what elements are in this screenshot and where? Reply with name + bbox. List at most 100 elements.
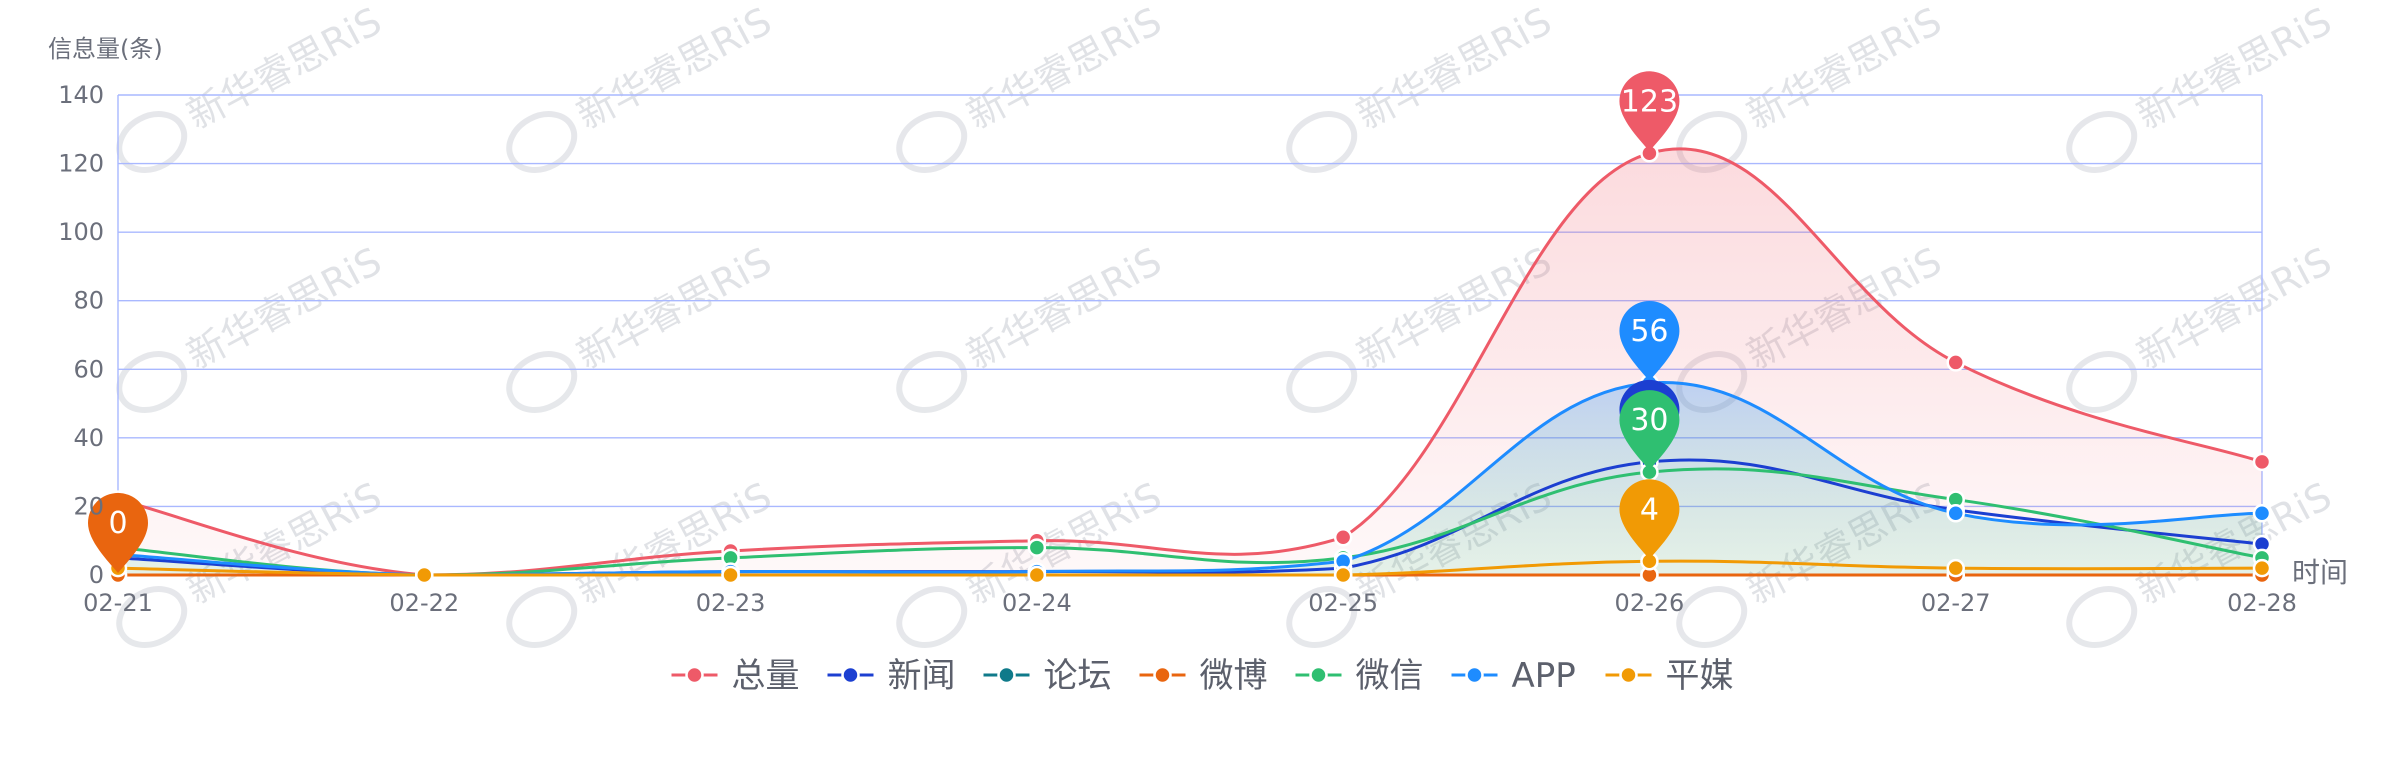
- watermark-logo: [506, 351, 578, 414]
- legend-label: APP: [1512, 656, 1576, 696]
- pin-label: 0: [108, 506, 127, 541]
- data-point: [2252, 558, 2272, 578]
- data-point: [1946, 558, 1965, 578]
- watermark-text: 新华睿思RiS: [180, 0, 389, 138]
- pin-shape: [1619, 71, 1680, 152]
- legend-item[interactable]: 总量: [671, 656, 800, 696]
- watermark: 新华睿思RiS: [116, 239, 389, 414]
- watermark: 新华睿思RiS: [2066, 0, 2339, 174]
- watermark: 新华睿思RiS: [896, 0, 1169, 174]
- x-tick-label: 02-24: [1002, 589, 1072, 617]
- y-tick-label: 140: [58, 81, 104, 109]
- data-point: [1333, 528, 1353, 547]
- pin-shape: [1619, 301, 1680, 381]
- watermark: 新华睿思RiS: [896, 239, 1169, 414]
- y-tick-label: 20: [73, 492, 104, 520]
- y-tick-label: 100: [58, 218, 104, 246]
- watermark: 新华睿思RiS: [1286, 0, 1559, 174]
- x-tick-label: 02-23: [696, 589, 766, 617]
- legend-marker: [1309, 665, 1328, 685]
- legend-marker: [1465, 665, 1484, 685]
- legend-marker: [1153, 665, 1172, 685]
- pin-label: 30: [1630, 403, 1668, 438]
- watermark-logo: [1286, 586, 1358, 649]
- y-tick-label: 60: [73, 355, 104, 383]
- watermark-logo: [1676, 586, 1748, 649]
- watermark-text: 新华睿思RiS: [1350, 0, 1559, 138]
- series-area: [118, 382, 2262, 575]
- legend-label: 新闻: [888, 656, 956, 696]
- legend-item[interactable]: APP: [1451, 656, 1576, 696]
- data-point: [1027, 538, 1047, 557]
- max-value-pin: 0: [88, 493, 148, 573]
- legend[interactable]: 总量 新闻 论坛 微博 微信 APP 平媒: [671, 656, 1734, 696]
- y-tick-label: 0: [89, 561, 104, 589]
- watermark-logo: [506, 586, 578, 649]
- legend-item[interactable]: 平媒: [1605, 656, 1734, 696]
- legend-item[interactable]: 论坛: [983, 656, 1112, 696]
- legend-label: 微博: [1200, 656, 1268, 696]
- watermark-logo: [2066, 586, 2138, 649]
- watermark-logo: [116, 586, 188, 649]
- pin-label: 4: [1640, 492, 1659, 527]
- watermark-text: 新华睿思RiS: [2130, 239, 2339, 378]
- max-value-pin: 4: [1619, 479, 1680, 560]
- legend-marker: [685, 665, 704, 685]
- watermark-text: 新华睿思RiS: [960, 239, 1169, 378]
- watermark-text: 新华睿思RiS: [1740, 0, 1949, 138]
- series-line: [117, 559, 2263, 577]
- legend-item[interactable]: 微信: [1295, 656, 1424, 696]
- watermark-logo: [896, 351, 968, 414]
- watermark-logo: [2066, 351, 2138, 414]
- legend-marker: [1619, 665, 1638, 685]
- watermark-text: 新华睿思RiS: [570, 0, 779, 138]
- watermark-text: 新华睿思RiS: [570, 239, 779, 378]
- max-value-pin: 30: [1619, 390, 1680, 471]
- max-marker-layer: 12356333040: [88, 71, 1680, 573]
- data-point: [1333, 565, 1353, 585]
- watermark: 新华睿思RiS: [506, 239, 779, 414]
- x-tick-label: 02-28: [2227, 589, 2297, 617]
- y-tick-label: 40: [73, 424, 104, 452]
- x-axis-title: 时间: [2292, 556, 2348, 589]
- x-tick-label: 02-21: [83, 589, 153, 617]
- data-point: [1027, 565, 1047, 585]
- pin-shape: [1619, 390, 1680, 471]
- pin-label: 123: [1621, 84, 1678, 119]
- watermark-logo: [506, 111, 578, 174]
- legend-marker: [841, 665, 860, 685]
- legend-marker: [997, 665, 1016, 685]
- legend-item[interactable]: 新闻: [827, 656, 956, 696]
- x-tick-label: 02-22: [389, 589, 459, 617]
- watermark-text: 新华睿思RiS: [2130, 0, 2339, 138]
- legend-label: 论坛: [1044, 656, 1112, 696]
- watermark: 新华睿思RiS: [2066, 239, 2339, 414]
- pin-label: 56: [1630, 314, 1668, 349]
- data-point: [2252, 452, 2272, 472]
- watermark-logo: [116, 351, 188, 414]
- y-axis-title: 信息量(条): [48, 35, 163, 63]
- watermark-logo: [896, 111, 968, 174]
- data-point: [2252, 504, 2272, 523]
- x-tick-label: 02-27: [1921, 589, 1991, 617]
- y-tick-label: 120: [58, 150, 104, 178]
- legend-item[interactable]: 微博: [1139, 656, 1268, 696]
- watermark-logo: [896, 586, 968, 649]
- pin-shape: [88, 493, 148, 573]
- watermark-text: 新华睿思RiS: [960, 0, 1169, 138]
- watermark-logo: [1286, 111, 1358, 174]
- line-layer: [117, 147, 2263, 577]
- watermark: 新华睿思RiS: [116, 0, 389, 174]
- area-layer: [118, 148, 2262, 575]
- watermark-logo: [1286, 351, 1358, 414]
- data-point: [1946, 353, 1965, 372]
- legend-label: 平媒: [1666, 656, 1734, 696]
- legend-label: 总量: [732, 656, 800, 696]
- watermark-logo: [2066, 111, 2138, 174]
- watermark-text: 新华睿思RiS: [180, 239, 389, 378]
- x-tick-label: 02-26: [1615, 589, 1685, 617]
- legend-label: 微信: [1356, 656, 1424, 696]
